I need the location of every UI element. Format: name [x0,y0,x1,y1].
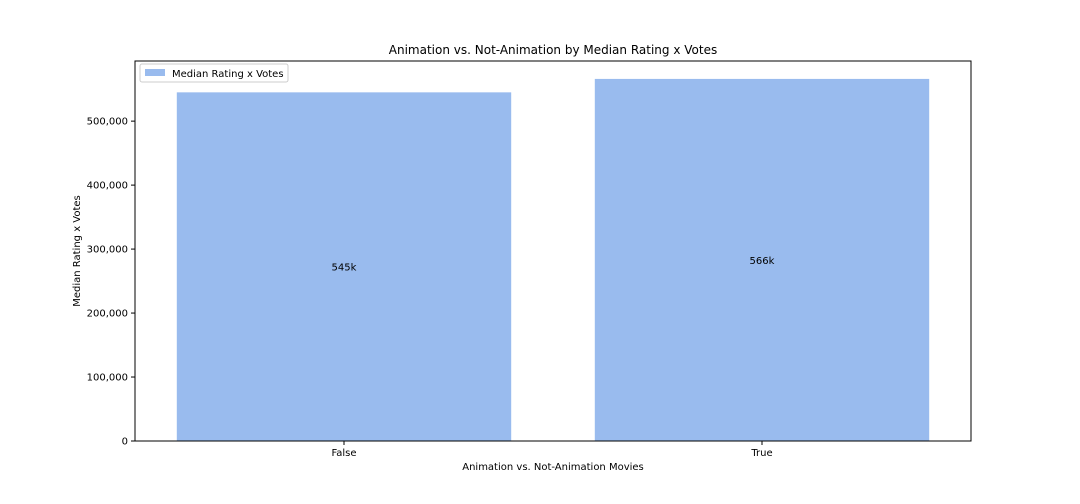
bars [176,78,930,441]
bar-false [176,92,512,441]
legend-frame [139,63,289,83]
y-tick-label: 0 [122,437,128,448]
bar-value-label: 545k [332,263,357,274]
legend-label: Median Rating x Votes [172,69,284,80]
bar-value-label: 566k [750,256,775,267]
x-tick-label: True [750,448,772,459]
y-tick-label: 500,000 [87,117,128,128]
plot-area-frame [134,60,972,442]
x-tick-label: False [331,448,356,459]
y-tick-label: 200,000 [87,309,128,320]
legend-swatch [145,69,165,76]
chart-title: Animation vs. Not-Animation by Median Ra… [389,43,717,57]
y-tick-label: 100,000 [87,373,128,384]
x-axis: False True [331,441,773,459]
y-tick-label: 300,000 [87,245,128,256]
x-axis-title: Animation vs. Not-Animation Movies [462,462,644,473]
legend: Median Rating x Votes [139,63,289,83]
y-tick-label: 400,000 [87,181,128,192]
bar-true [594,78,930,441]
y-axis-title: Median Rating x Votes [72,195,83,307]
bar-value-labels: 545k 566k [332,256,775,274]
y-axis: 0 100,000 200,000 300,000 400,000 500,000 [87,117,135,448]
